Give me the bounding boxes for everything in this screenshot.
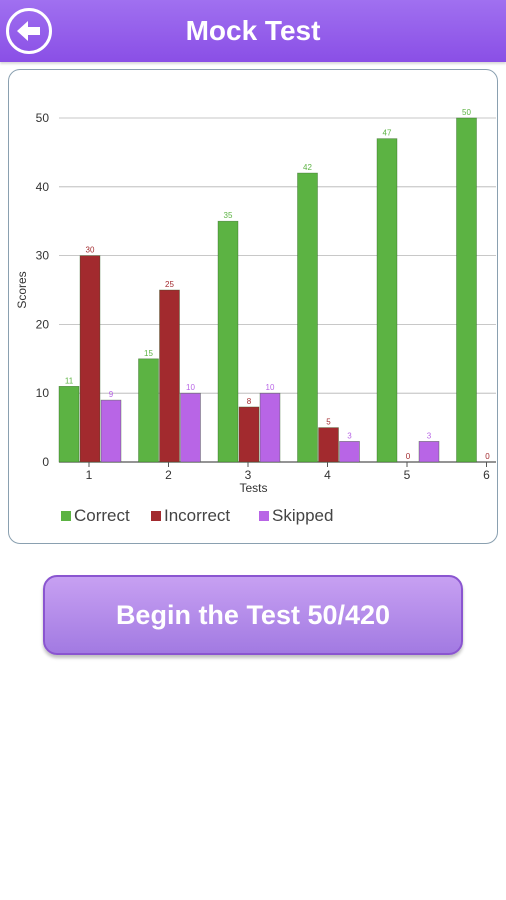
bar-incorrect [79, 255, 101, 463]
legend-swatch-incorrect [151, 511, 161, 521]
app-header: Mock Test [0, 0, 506, 62]
bar-correct [58, 386, 80, 463]
data-label: 50 [462, 108, 471, 117]
x-tick-label: 2 [165, 468, 172, 482]
legend-swatch-correct [61, 511, 71, 521]
bar-correct [376, 138, 398, 463]
page-title: Mock Test [185, 15, 321, 46]
scores-chart: 01020304050Scores11309115251023581034253… [15, 108, 496, 525]
data-label: 5 [326, 418, 331, 427]
x-tick-label: 5 [404, 468, 411, 482]
data-label: 25 [165, 280, 174, 289]
data-label: 3 [347, 431, 352, 440]
data-label: 30 [86, 246, 95, 255]
y-tick-label: 40 [36, 180, 50, 194]
data-label: 0 [485, 452, 490, 461]
bar-incorrect [318, 427, 339, 463]
y-tick-label: 20 [36, 317, 50, 331]
x-tick-label: 3 [245, 468, 252, 482]
bar-correct [297, 172, 318, 463]
data-label: 15 [144, 349, 153, 358]
data-label: 0 [406, 452, 411, 461]
bar-incorrect [238, 406, 260, 463]
arrow-left-icon [17, 21, 40, 41]
bar-incorrect [159, 289, 180, 463]
y-axis-label: Scores [15, 271, 29, 308]
bar-correct [138, 358, 159, 463]
data-label: 9 [109, 390, 114, 399]
bar-skipped [418, 441, 440, 463]
legend-swatch-skipped [259, 511, 269, 521]
legend-label-incorrect: Incorrect [164, 506, 230, 525]
data-label: 11 [65, 376, 74, 385]
x-tick-label: 4 [324, 468, 331, 482]
bar-skipped [339, 441, 360, 463]
legend-label-correct: Correct [74, 506, 130, 525]
y-tick-label: 10 [36, 386, 50, 400]
x-axis-label: Tests [239, 481, 267, 495]
chart-card: 0 10 20 30 40 50 Scores 11 30 9 1 15 25 10 2 35 8 10 3 42 5 3… [8, 69, 498, 544]
data-label: 8 [247, 397, 252, 406]
legend-label-skipped: Skipped [272, 506, 333, 525]
bar-skipped [180, 392, 201, 463]
bar-correct [456, 117, 477, 463]
begin-test-button[interactable]: Begin the Test 50/420 [43, 575, 463, 655]
bar-skipped [100, 399, 122, 463]
y-tick-label: 50 [36, 111, 50, 125]
back-button[interactable] [6, 8, 52, 54]
y-tick-label: 30 [36, 249, 50, 263]
data-label: 3 [427, 431, 432, 440]
bar-skipped [259, 392, 281, 463]
bar-correct [217, 220, 239, 463]
y-tick-label: 0 [42, 455, 49, 469]
data-label: 10 [266, 383, 275, 392]
data-label: 35 [224, 211, 233, 220]
data-label: 42 [303, 163, 312, 172]
x-tick-label: 1 [86, 468, 93, 482]
data-label: 47 [383, 129, 392, 138]
data-label: 10 [186, 383, 195, 392]
x-tick-label: 6 [483, 468, 490, 482]
